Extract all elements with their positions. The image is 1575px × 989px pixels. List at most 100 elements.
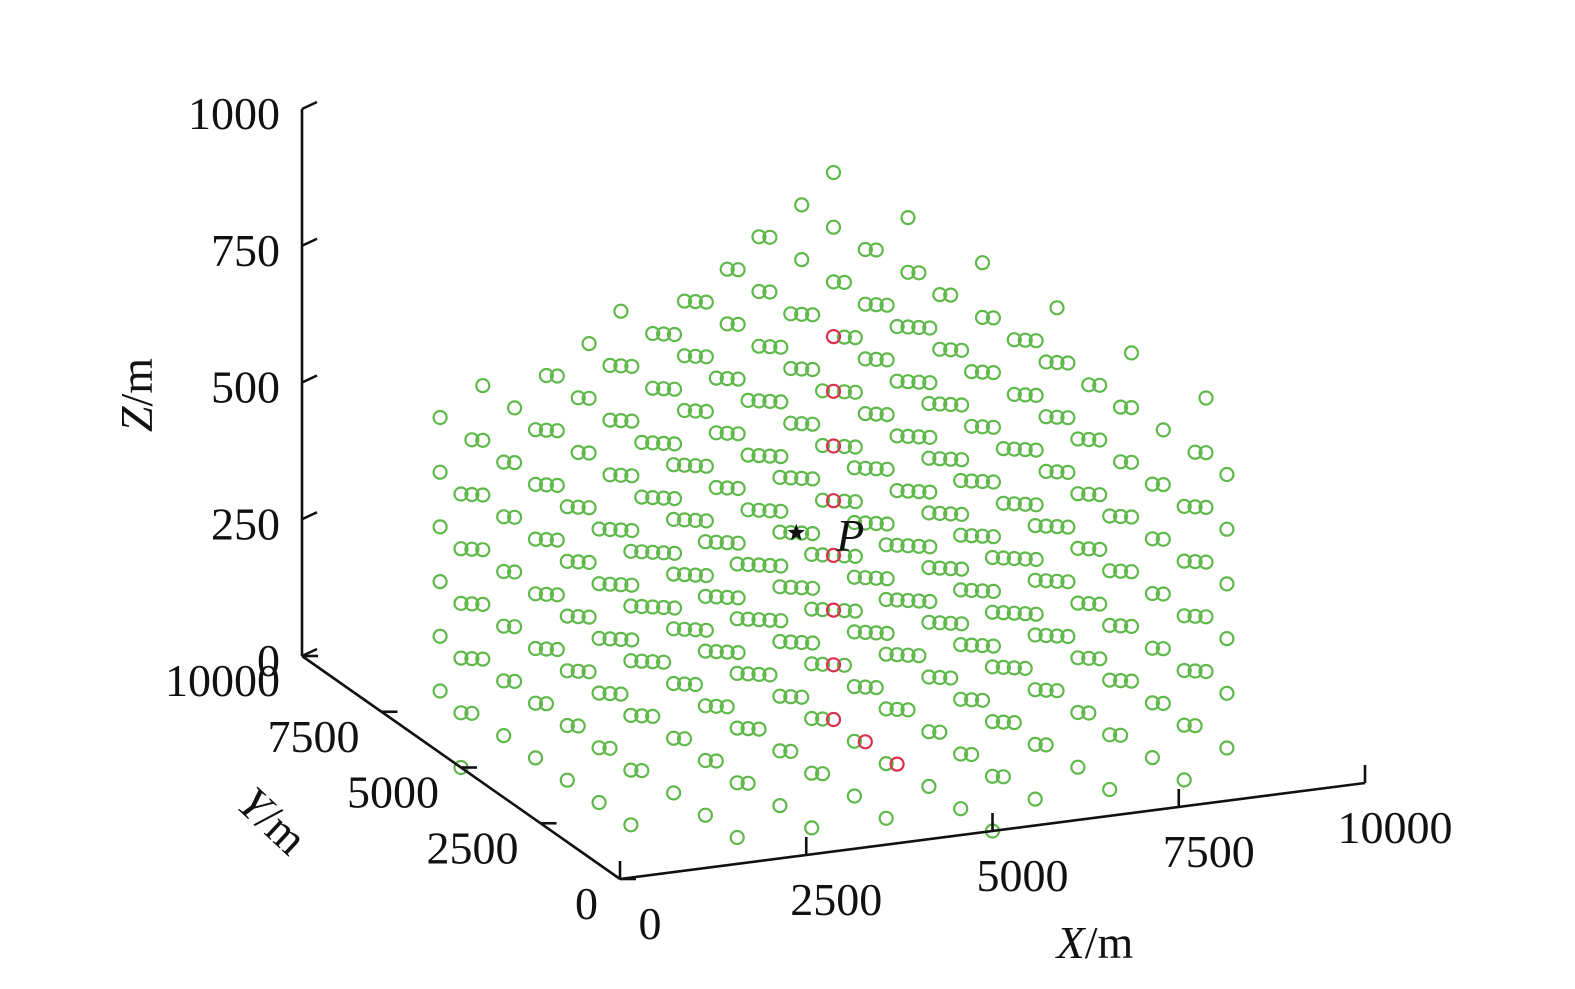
sensor-point (549, 423, 565, 439)
sensor-point (1112, 454, 1129, 470)
sensor-point (676, 566, 693, 583)
sensor-point (847, 494, 863, 510)
sensor-point (1112, 727, 1129, 743)
sensor-point (878, 646, 894, 662)
sensor-point (773, 558, 789, 574)
sensor-point (751, 393, 767, 409)
sensor-point (1176, 608, 1192, 624)
y-tick-label: 0 (575, 878, 598, 929)
sensor-point (911, 429, 927, 445)
sensor-point (783, 360, 799, 377)
sensor-point (624, 632, 640, 648)
x-axis-title: X/m (1055, 917, 1134, 968)
sensor-point (1017, 332, 1033, 348)
sensor-point (846, 733, 863, 749)
sensor-point (868, 570, 884, 586)
sensor-point (730, 644, 746, 661)
sensor-point (698, 349, 714, 365)
sensor-point (762, 284, 778, 300)
sensor-point (549, 587, 565, 603)
sensor-point (846, 569, 863, 585)
sensor-point (1006, 496, 1022, 512)
sensor-point (1155, 531, 1171, 547)
sensor-point (708, 534, 724, 550)
sensor-point (953, 342, 970, 358)
sensor-point (570, 499, 586, 515)
axis-labels: P0 2500 5000 7500 10000025005000750010000025… (111, 88, 1453, 968)
sensor-point (581, 609, 597, 625)
sensor-point (506, 400, 523, 416)
sensor-point (889, 701, 905, 718)
sensor-point (645, 490, 661, 506)
sensor-point (751, 502, 767, 518)
sensor-point (1049, 518, 1065, 535)
sensor-point (773, 503, 789, 519)
sensor-point (623, 817, 639, 833)
sensor-point (538, 586, 555, 602)
sensor-point (794, 470, 810, 486)
sensor-point (963, 637, 980, 653)
sensor-point (814, 437, 831, 454)
sensor-point (814, 656, 831, 672)
sensor-point (719, 699, 735, 715)
sensor-point (719, 480, 735, 496)
sensor-point (794, 416, 810, 432)
sensor-point (889, 428, 905, 444)
point-p-label: P (835, 510, 864, 561)
sensor-point (751, 338, 767, 354)
sensor-point (665, 621, 682, 637)
sensor-point (1102, 617, 1118, 634)
sensor-point (729, 720, 745, 736)
sensor-point (602, 576, 618, 592)
sensor-point (697, 534, 714, 550)
sensor-point (921, 505, 937, 521)
sensor-point (783, 634, 799, 650)
sensor-point (740, 447, 756, 463)
sensor-point (900, 264, 916, 280)
sensor-point (591, 740, 607, 756)
sensor-point (783, 415, 799, 431)
sensor-point (1017, 387, 1033, 403)
sensor-point (613, 522, 629, 538)
sensor-point (496, 618, 512, 634)
z-tick (301, 374, 318, 384)
sensor-point (570, 718, 586, 734)
sensor-point (591, 630, 607, 647)
x-tick-label: 7500 (1163, 826, 1255, 877)
sensor-point (921, 614, 937, 630)
sensor-point (836, 493, 853, 509)
sensor-point (1049, 683, 1065, 699)
sensor-point (527, 586, 544, 602)
sensor-point (676, 348, 693, 364)
sensor-point (1123, 618, 1140, 635)
sensor-point (645, 325, 661, 342)
sensor-point (581, 554, 597, 571)
sensor-point (889, 592, 905, 608)
sensor-point (878, 810, 894, 826)
sensor-point (751, 557, 767, 573)
sensor-point (953, 616, 970, 632)
sensor-point (836, 548, 853, 564)
sensor-point (1038, 737, 1054, 753)
sensor-point (1219, 576, 1235, 592)
sensor-point (1038, 463, 1054, 479)
y-axis-title: Y/m (228, 777, 317, 865)
sensor-point (464, 705, 480, 721)
sensor-point (613, 631, 629, 648)
sensor-point (1102, 727, 1118, 743)
sensor-point (847, 330, 863, 346)
sensor-point (432, 683, 448, 699)
sensor-point (1070, 759, 1086, 775)
sensor-point (804, 546, 820, 563)
highlighted-point (889, 756, 905, 772)
sensor-point (847, 603, 863, 619)
sensor-point (804, 361, 821, 378)
sensor-point (645, 599, 661, 615)
sensor-point (496, 454, 512, 470)
sensor-point (1219, 740, 1235, 756)
sensor-point (634, 708, 650, 724)
sensor-point (1049, 464, 1065, 480)
sensor-point (687, 676, 704, 693)
sensor-point (1060, 519, 1076, 535)
sensor-point (868, 515, 884, 532)
